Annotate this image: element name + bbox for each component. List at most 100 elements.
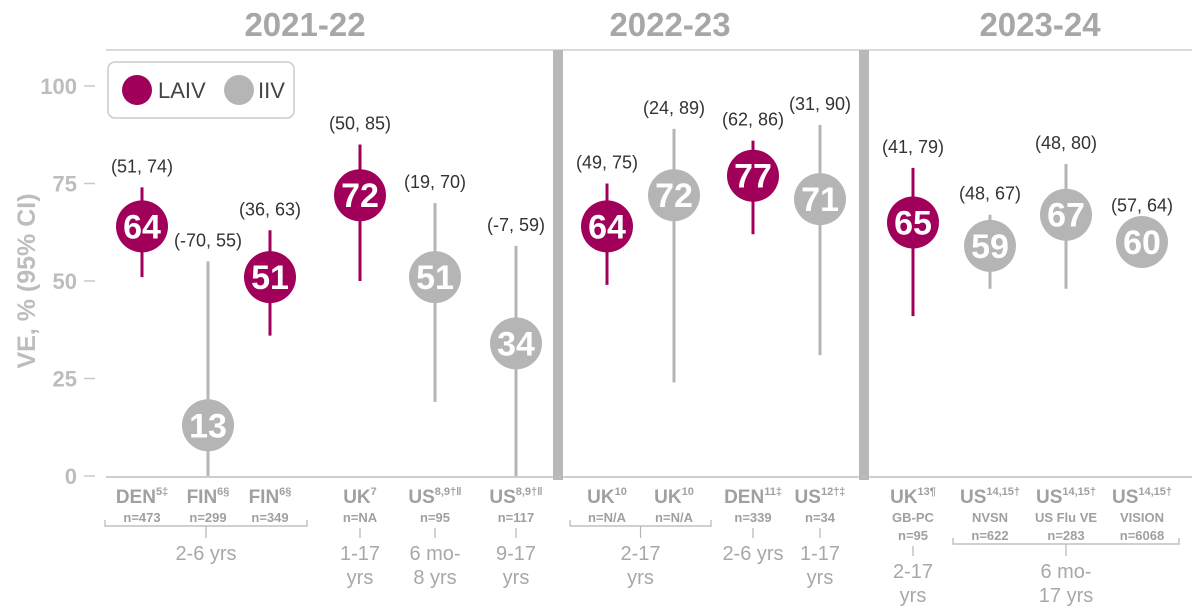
ve-value-8: 77	[734, 158, 772, 196]
study-label-8: DEN11‡	[724, 486, 782, 508]
age-group-label-8-0: 6 mo-	[1040, 561, 1091, 583]
season-divider-2	[859, 50, 869, 480]
ci-label-4: (19, 70)	[404, 172, 466, 192]
ve-value-7: 72	[655, 177, 693, 215]
study-label-12: US14,15†	[1036, 486, 1096, 508]
sample-size-5: n=117	[498, 510, 535, 525]
ve-point-7	[648, 169, 700, 222]
legend-box	[107, 61, 295, 119]
ci-label-1: (-70, 55)	[174, 231, 242, 251]
ve-point-5	[490, 317, 542, 370]
y-tick-label-75: 75	[53, 172, 77, 197]
season-header-2022-23: 2022-23	[609, 6, 730, 43]
y-tick-label-50: 50	[53, 269, 77, 294]
study-label-5: US8,9†ǁ	[489, 486, 542, 508]
age-group-label-3-1: yrs	[503, 567, 530, 589]
ve-value-4: 51	[416, 259, 454, 297]
ci-label-3: (50, 85)	[329, 114, 391, 134]
ci-label-2: (36, 63)	[239, 199, 301, 219]
study-subname-13: VISION	[1120, 510, 1164, 525]
age-group-label-4-0: 2-17	[620, 543, 660, 565]
ve-point-1	[182, 399, 234, 452]
ve-point-10	[887, 196, 939, 249]
sample-size-3: n=NA	[343, 510, 378, 525]
age-group-label-8-1: 17 yrs	[1039, 585, 1093, 607]
ve-value-10: 65	[894, 205, 932, 243]
ve-point-13	[1116, 216, 1168, 268]
ve-point-6	[581, 200, 633, 253]
sample-size-11: n=622	[971, 528, 1008, 543]
ci-label-0: (51, 74)	[111, 156, 173, 176]
ci-label-6: (49, 75)	[576, 153, 638, 173]
y-tick-label-25: 25	[53, 367, 77, 392]
sample-size-7: n=N/A	[655, 510, 694, 525]
season-divider-1	[553, 50, 563, 480]
y-axis-title: VE, % (95% CI)	[13, 193, 41, 368]
age-group-label-2-1: 8 yrs	[413, 567, 456, 589]
study-label-4: US8,9†ǁ	[408, 486, 461, 508]
season-header-2021-22: 2021-22	[244, 6, 365, 43]
age-group-label-5-0: 2-6 yrs	[722, 543, 783, 565]
ci-label-13: (57, 64)	[1111, 195, 1173, 215]
study-label-2: FIN6§	[249, 486, 292, 508]
study-label-11: US14,15†	[960, 486, 1020, 508]
ve-point-2	[244, 251, 296, 304]
sample-size-9: n=34	[805, 510, 836, 525]
age-group-label-3-0: 9-17	[496, 543, 536, 565]
sample-size-0: n=473	[123, 510, 160, 525]
ve-value-1: 13	[189, 407, 227, 445]
age-group-label-2-0: 6 mo-	[409, 543, 460, 565]
study-subname-12: US Flu VE	[1035, 510, 1097, 525]
sample-size-6: n=N/A	[588, 510, 627, 525]
ve-value-3: 72	[341, 177, 379, 215]
ve-point-4	[409, 251, 461, 304]
age-group-label-1-1: yrs	[347, 567, 374, 589]
sample-size-2: n=349	[251, 510, 288, 525]
ve-value-9: 71	[801, 181, 839, 219]
sample-size-4: n=95	[420, 510, 450, 525]
ci-label-5: (-7, 59)	[487, 215, 545, 235]
sample-size-1: n=299	[189, 510, 226, 525]
ve-value-5: 34	[497, 325, 535, 363]
study-label-1: FIN6§	[187, 486, 230, 508]
study-subname-10: GB-PC	[892, 510, 935, 525]
study-label-13: US14,15†	[1112, 486, 1172, 508]
y-tick-label-100: 100	[40, 74, 77, 99]
sample-size-12: n=283	[1047, 528, 1084, 543]
study-label-9: US12†‡	[795, 486, 846, 508]
ve-point-9	[794, 173, 846, 226]
ve-point-8	[727, 149, 779, 202]
ci-label-12: (48, 80)	[1035, 133, 1097, 153]
ve-point-0	[116, 200, 168, 253]
age-group-label-7-0: 2-17	[893, 561, 933, 583]
ci-label-9: (31, 90)	[789, 94, 851, 114]
age-group-label-1-0: 1-17	[340, 543, 380, 565]
sample-size-10: n=95	[898, 528, 928, 543]
age-group-label-7-1: yrs	[900, 585, 927, 607]
y-tick-label-0: 0	[65, 464, 77, 489]
ve-value-11: 59	[971, 228, 1009, 266]
age-group-label-4-1: yrs	[627, 567, 654, 589]
season-header-2023-24: 2023-24	[979, 6, 1101, 43]
study-label-7: UK10	[654, 486, 694, 508]
legend-marker-iiv	[224, 75, 254, 105]
sample-size-8: n=339	[734, 510, 771, 525]
ve-value-0: 64	[123, 208, 161, 246]
sample-size-13: n=6068	[1120, 528, 1164, 543]
ci-label-8: (62, 86)	[722, 110, 784, 130]
study-label-0: DEN5‡	[116, 486, 168, 508]
ci-label-10: (41, 79)	[882, 137, 944, 157]
study-label-10: UK13¶	[890, 486, 936, 508]
ve-point-11	[964, 219, 1016, 272]
age-group-label-6-1: yrs	[807, 567, 834, 589]
legend-label-laiv: LAIV	[158, 78, 206, 103]
ve-point-12	[1040, 188, 1092, 241]
ve-value-2: 51	[251, 259, 289, 297]
ve-point-3	[334, 169, 386, 222]
age-group-label-0-0: 2-6 yrs	[175, 543, 236, 565]
legend-marker-laiv	[122, 75, 152, 105]
age-group-label-6-0: 1-17	[800, 543, 840, 565]
ve-value-12: 67	[1047, 197, 1085, 235]
study-label-6: UK10	[587, 486, 627, 508]
